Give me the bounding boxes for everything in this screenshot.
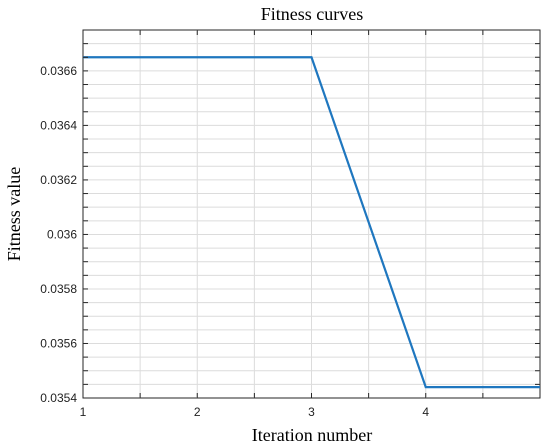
- y-tick-label: 0.0358: [40, 282, 77, 296]
- y-tick-label: 0.036: [47, 227, 77, 241]
- x-axis-title: Iteration number: [252, 425, 372, 445]
- horizontal-gridlines: [83, 43, 540, 385]
- y-tick-label: 0.0366: [40, 64, 77, 78]
- chart-title: Fitness curves: [261, 4, 364, 24]
- y-tick-label: 0.0362: [40, 173, 77, 187]
- x-tick-label: 2: [194, 405, 201, 419]
- y-tick-label: 0.0354: [40, 391, 77, 405]
- series-layer: [83, 56, 540, 389]
- fitness-series-line: [83, 56, 540, 389]
- y-axis-ticks: 0.0354 0.0356 0.0358 0.036 0.0362 0.0364 0.036…: [40, 29, 540, 405]
- vertical-gridlines: [139, 30, 484, 398]
- y-tick-label: 0.0364: [40, 118, 77, 132]
- x-axis-ticks: 1 2 3 4: [80, 30, 541, 419]
- y-tick-label: 0.0356: [40, 336, 77, 350]
- x-tick-label: 4: [422, 405, 429, 419]
- y-axis-title: Fitness value: [4, 167, 24, 262]
- x-tick-label: 3: [308, 405, 315, 419]
- x-tick-label: 1: [80, 405, 87, 419]
